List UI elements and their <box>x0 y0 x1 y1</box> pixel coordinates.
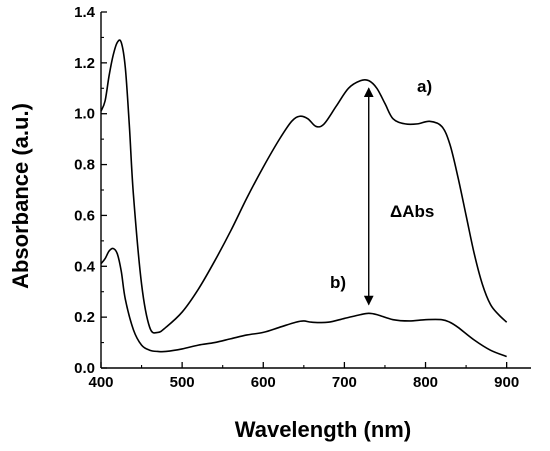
x-tick-label: 700 <box>332 374 357 391</box>
x-tick-label: 400 <box>88 374 113 391</box>
series-line-a <box>100 39 508 334</box>
delta-abs-label: ΔAbs <box>390 202 434 221</box>
y-tick-label: 1.0 <box>74 106 95 123</box>
y-tick-label: 0.0 <box>74 360 95 377</box>
x-tick-label: 500 <box>170 374 195 391</box>
y-tick-label: 0.6 <box>74 207 95 224</box>
x-axis-title: Wavelength (nm) <box>235 417 411 442</box>
y-tick-label: 1.4 <box>74 4 96 21</box>
series-line-b <box>100 247 507 358</box>
y-axis-ticks: 0.0 0.2 0.4 0.6 0.8 1.0 1.2 1.4 <box>74 4 107 377</box>
y-tick-label: 0.2 <box>74 309 95 326</box>
axes <box>100 12 531 369</box>
x-axis-ticks: 400 500 600 700 800 900 <box>88 362 519 391</box>
y-tick-label: 1.2 <box>74 55 95 72</box>
x-tick-label: 900 <box>494 374 519 391</box>
x-tick-label: 600 <box>251 374 276 391</box>
annotations: a) b) ΔAbs <box>330 77 434 306</box>
y-tick-label: 0.4 <box>74 258 96 275</box>
series-a-label: a) <box>417 77 432 96</box>
series-b-label: b) <box>330 273 346 292</box>
series-group <box>100 39 508 358</box>
y-tick-label: 0.8 <box>74 157 95 174</box>
y-axis-title: Absorbance (a.u.) <box>8 103 33 289</box>
x-tick-label: 800 <box>413 374 438 391</box>
